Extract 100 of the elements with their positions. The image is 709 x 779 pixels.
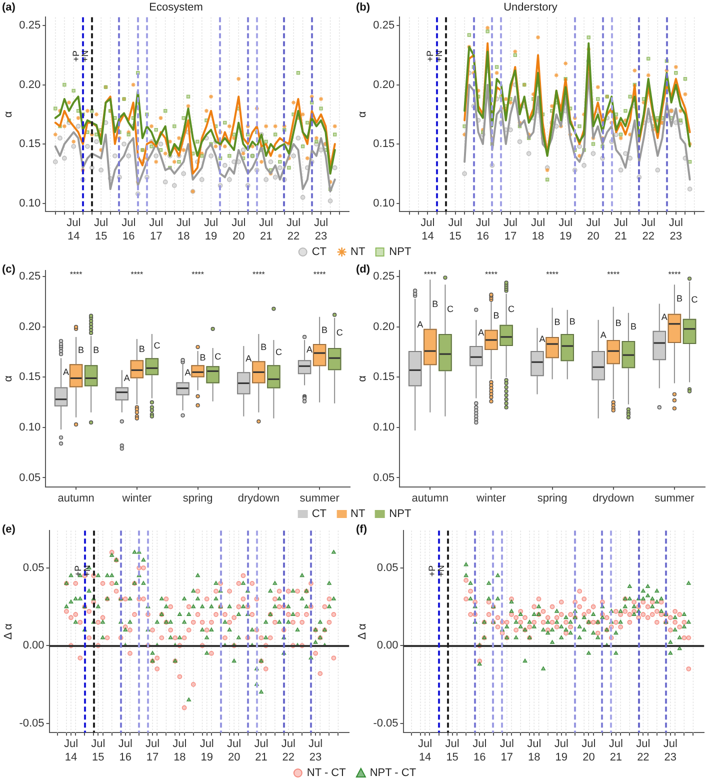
- x-tick-label: Jul 23: [663, 738, 678, 764]
- x-tick-label: Jul 19: [558, 217, 573, 242]
- annotation: ****: [130, 270, 144, 279]
- x-tick-label: Jul 17: [500, 738, 514, 764]
- y-axis-title: Δ α: [356, 622, 369, 640]
- x-tick-label: Jul 21: [254, 738, 268, 764]
- annotation: C: [275, 347, 282, 358]
- y-tick-label: 0.20: [373, 78, 395, 91]
- y-axis-title: α: [2, 374, 15, 382]
- x-tick-label: Jul 21: [608, 738, 623, 764]
- ref-line-label: +N: [434, 50, 444, 62]
- text: (c): [2, 264, 16, 276]
- legend-label: NT: [350, 246, 366, 258]
- annotation: A: [417, 319, 424, 330]
- x-tick-label: Jul 22: [286, 217, 301, 242]
- y-tick-label: 0.25: [19, 270, 41, 283]
- annotation: B: [78, 345, 84, 356]
- x-tick-label: Jul 15: [448, 217, 462, 242]
- x-tick-label: Jul 19: [554, 738, 568, 764]
- y-tick-label: -0.05: [19, 717, 44, 730]
- annotation: ****: [546, 270, 559, 279]
- y-tick-label: 0.10: [19, 422, 41, 434]
- annotation: ****: [668, 270, 681, 279]
- ref-line-label: +N: [80, 50, 90, 62]
- x-tick-label: Jul 23: [308, 738, 323, 764]
- x-tick-label: Jul 15: [445, 738, 460, 764]
- y-tick-label: 0.20: [19, 320, 41, 333]
- x-tick-label: Jul 16: [476, 217, 490, 242]
- annotation: B: [630, 321, 636, 332]
- annotation: B: [615, 318, 622, 328]
- annotation: A: [246, 354, 252, 364]
- y-tick-label: 0.10: [373, 422, 395, 434]
- y-axis-title: α: [356, 110, 369, 118]
- ref-line-label: +P: [72, 565, 83, 577]
- ref-line-label: +N: [436, 565, 446, 577]
- x-tick-label: Jul 18: [176, 217, 191, 242]
- annotation: B: [260, 342, 267, 352]
- y-tick-label: 0.15: [19, 138, 41, 150]
- legend-label: NPT: [389, 246, 412, 258]
- y-tick-label: 0.15: [373, 138, 395, 150]
- annotation: C: [214, 352, 222, 362]
- x-tick-label: drydown: [238, 492, 280, 504]
- text: (a): [2, 2, 16, 14]
- y-tick-label: 0.05: [22, 562, 44, 574]
- annotation: A: [661, 312, 668, 322]
- y-tick-label: 0.25: [373, 270, 395, 283]
- x-tick-label: Jul 20: [227, 738, 242, 764]
- x-tick-label: Jul 16: [472, 738, 487, 764]
- x-tick-label: Jul 14: [66, 217, 81, 242]
- x-tick-label: drydown: [592, 492, 634, 504]
- annotation: ****: [424, 270, 436, 279]
- x-tick-label: winter: [476, 492, 506, 504]
- annotation: A: [539, 334, 546, 344]
- annotation: B: [432, 298, 438, 309]
- y-tick-label: 0.05: [19, 472, 41, 484]
- annotation: C: [446, 304, 454, 314]
- annotation: C: [336, 327, 344, 338]
- ref-line-label: +N: [82, 565, 92, 577]
- annotation: B: [138, 344, 145, 354]
- annotation: C: [154, 340, 161, 351]
- ref-line-label: +P: [70, 50, 81, 62]
- annotation: B: [554, 316, 560, 327]
- y-tick-label: 0.05: [373, 472, 395, 484]
- x-tick-label: Jul 17: [503, 217, 518, 242]
- annotation: C: [691, 294, 698, 305]
- x-tick-label: Jul 15: [91, 738, 106, 764]
- annotation: ****: [192, 270, 204, 279]
- y-tick-label: 0.05: [376, 562, 398, 574]
- x-tick-label: Jul 23: [668, 217, 683, 242]
- x-tick-label: Jul 22: [636, 738, 650, 764]
- x-tick-label: Jul 16: [118, 738, 132, 764]
- x-tick-label: Jul 20: [582, 738, 596, 764]
- x-tick-label: Jul 18: [527, 738, 542, 764]
- legend-label: CT: [312, 246, 326, 258]
- x-tick-label: summer: [654, 492, 695, 504]
- x-tick-label: summer: [300, 492, 340, 504]
- x-tick-label: Jul 20: [232, 217, 246, 242]
- annotation: ****: [313, 270, 326, 279]
- legend-label: NPT: [389, 508, 412, 520]
- y-tick-label: 0.25: [19, 20, 41, 32]
- x-tick-label: Jul 14: [420, 217, 435, 242]
- x-tick-label: spring: [182, 492, 213, 504]
- annotation: C: [508, 304, 516, 314]
- x-tick-label: Jul 22: [281, 738, 296, 764]
- x-tick-label: Jul 16: [122, 217, 136, 242]
- x-tick-label: autumn: [412, 492, 448, 504]
- x-tick-label: winter: [121, 492, 152, 504]
- y-tick-label: -0.05: [373, 717, 398, 730]
- x-tick-label: Jul 14: [418, 738, 432, 764]
- x-tick-label: Jul 17: [146, 738, 160, 764]
- x-tick-label: Jul 19: [200, 738, 214, 764]
- legend-label: NT: [350, 508, 366, 520]
- annotation: A: [600, 330, 606, 340]
- annotation: ****: [607, 270, 620, 279]
- y-tick-label: 0.15: [373, 371, 395, 384]
- annotation: ****: [70, 270, 82, 279]
- chart-title: Ecosystem: [149, 2, 203, 14]
- y-tick-label: 0.10: [373, 197, 395, 210]
- annotation: A: [478, 327, 484, 338]
- ref-line-label: +P: [424, 50, 435, 62]
